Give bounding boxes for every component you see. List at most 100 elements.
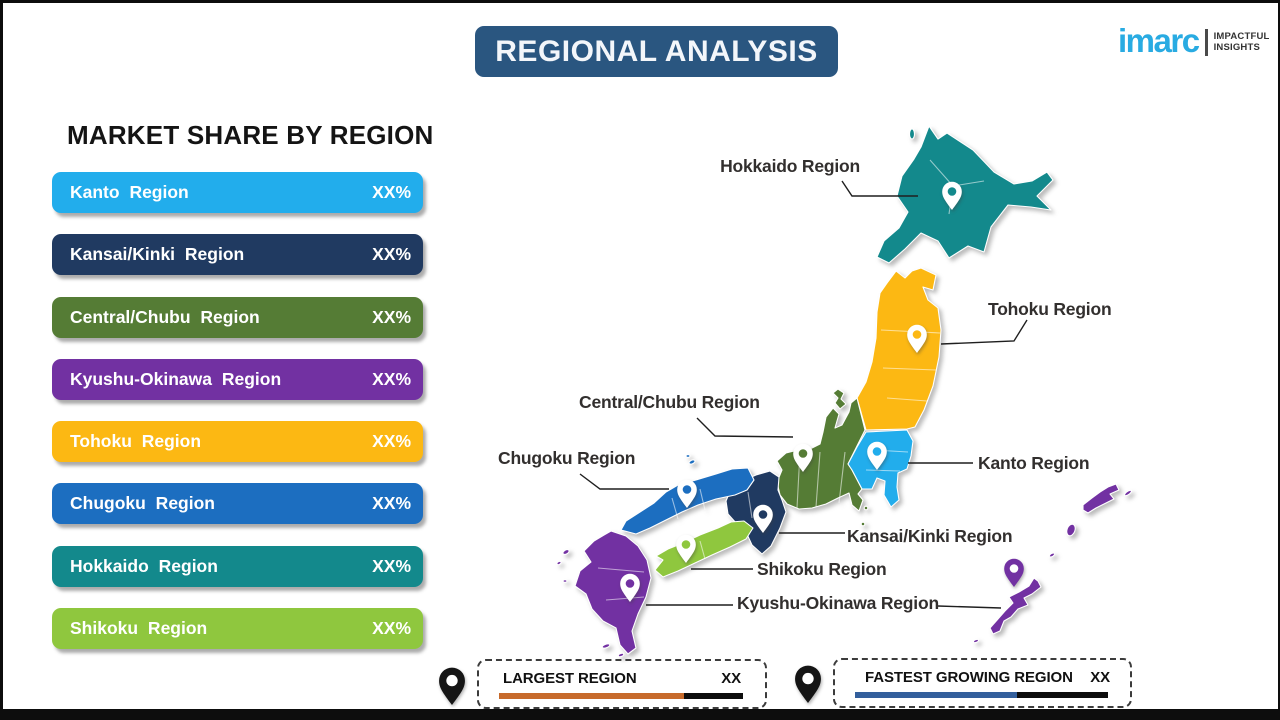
leader-line-kyushu-right — [937, 605, 1002, 609]
bar-value: XX% — [372, 493, 411, 514]
islet-iki — [556, 560, 562, 566]
map-pin-kyushu — [620, 573, 640, 602]
legend-largest-value: XX — [721, 670, 741, 687]
bar-value: XX% — [372, 182, 411, 202]
map-label-chugoku: Chugoku Region — [498, 448, 636, 468]
islet-amami-ne — [1124, 489, 1132, 497]
logo-tagline: IMPACTFUL INSIGHTS — [1213, 30, 1270, 54]
market-share-bar-chugoku: Chugoku Region XX% — [52, 483, 423, 525]
islet-oki-1 — [685, 454, 691, 458]
bar-value: XX% — [372, 306, 411, 327]
logo-divider — [1204, 29, 1208, 56]
logo-tagline-line1: IMPACTFUL — [1213, 30, 1270, 42]
legend-card-largest: LARGEST REGION XX — [477, 659, 767, 709]
imarc-wordmark: imarc — [1118, 22, 1200, 59]
map-pin-shikoku — [676, 534, 696, 563]
map-region-chubu — [776, 397, 866, 512]
map-label-chubu: Central/Chubu Region — [579, 392, 760, 412]
map-region-shikoku — [654, 520, 754, 578]
bar-label: Hokkaido Region — [70, 555, 218, 576]
legend-fastest-bar — [855, 692, 1108, 698]
bar-value: XX% — [372, 555, 411, 576]
logo-tagline-line2: INSIGHTS — [1213, 41, 1261, 53]
bar-value: XX% — [372, 431, 411, 452]
islet-yakushima — [617, 652, 625, 658]
map-label-hokkaido: Hokkaido Region — [720, 156, 860, 176]
map-pin-kansai — [753, 504, 773, 533]
map-pin-okinawa — [1004, 558, 1024, 587]
imarc-logo: imarc IMPACTFUL INSIGHTS — [1118, 24, 1270, 57]
bar-label: Kyushu-Okinawa Region — [70, 368, 282, 389]
map-label-kyushu: Kyushu-Okinawa Region — [737, 593, 939, 613]
map-pin-kanto — [867, 441, 887, 470]
islet-amami — [1082, 483, 1120, 514]
map-region-kyushu — [574, 530, 652, 655]
islet-tanegashima — [601, 643, 611, 649]
islet-okinawa-main — [989, 577, 1042, 635]
leader-line-tohoku — [940, 319, 1028, 345]
map-pin-chugoku — [677, 479, 697, 508]
legend-fastest-value: XX — [1090, 669, 1110, 686]
map-label-kanto: Kanto Region — [978, 453, 1090, 473]
islet-goto — [562, 579, 568, 583]
legend-fastest-bar-fill — [855, 692, 1017, 698]
leader-line-chubu — [696, 417, 794, 438]
islet-tsushima — [562, 549, 570, 555]
bar-label: Kanto Region — [70, 182, 189, 202]
map-label-kansai: Kansai/Kinki Region — [847, 526, 1013, 546]
leader-line-hokkaido — [841, 180, 918, 197]
map-pin-tohoku — [907, 324, 927, 353]
map-label-shikoku: Shikoku Region — [757, 559, 887, 579]
map-pin-chubu — [793, 443, 813, 472]
market-share-bar-chubu: Central/Chubu Region XX% — [52, 296, 423, 338]
bar-label: Kansai/Kinki Region — [70, 244, 245, 265]
islet-okinoerabu — [1048, 552, 1056, 558]
japan-islands — [556, 125, 1132, 658]
frame-left — [0, 0, 3, 720]
bar-label: Central/Chubu Region — [70, 306, 260, 327]
bar-label: Chugoku Region — [70, 493, 215, 514]
legend-fastest-label: FASTEST GROWING REGION — [865, 669, 1073, 686]
map-pin-hokkaido — [942, 181, 962, 210]
legend-largest-bar-fill — [499, 693, 685, 699]
islet-tokunoshima — [1066, 523, 1076, 537]
bar-label: Tohoku Region — [70, 431, 202, 452]
market-share-bar-hokkaido: Hokkaido Region XX% — [52, 545, 423, 587]
bar-value: XX% — [372, 368, 411, 389]
market-share-bar-tohoku: Tohoku Region XX% — [52, 421, 423, 463]
islet-izu-1 — [863, 505, 869, 511]
map-pins — [439, 181, 1024, 705]
legend-largest-label: LARGEST REGION — [503, 670, 637, 687]
leader-line-chugoku — [579, 473, 669, 490]
market-share-heading: MARKET SHARE BY REGION — [67, 120, 434, 150]
leader-lines — [579, 180, 1028, 609]
map-region-hokkaido — [876, 125, 1054, 264]
legend-pin-largest-icon — [439, 667, 465, 705]
bar-value: XX% — [372, 618, 411, 639]
market-share-bar-kansai: Kansai/Kinki Region XX% — [52, 234, 423, 276]
legend-largest-bar — [499, 693, 743, 699]
islet-izu-2 — [860, 521, 866, 527]
frame-top — [0, 0, 1280, 3]
bar-label: Shikoku Region — [70, 618, 208, 639]
market-share-bar-shikoku: Shikoku Region XX% — [52, 608, 423, 650]
islet-kerama — [972, 638, 980, 644]
legend-row: FASTEST GROWING REGION XX — [835, 660, 1130, 686]
legend-pin-fastest-icon — [795, 665, 821, 703]
legend-card-fastest: FASTEST GROWING REGION XX — [833, 658, 1132, 708]
frame-bottom — [0, 709, 1280, 720]
islet-rishiri — [908, 128, 916, 140]
islet-oki-2 — [688, 459, 696, 465]
map-label-tohoku: Tohoku Region — [988, 299, 1112, 319]
bar-value: XX% — [372, 244, 411, 265]
map-region-tohoku — [856, 267, 942, 431]
legend-row: LARGEST REGION XX — [479, 661, 765, 687]
market-share-bar-kanto: Kanto Region XX% — [52, 172, 423, 213]
market-share-bar-kyushu: Kyushu-Okinawa Region XX% — [52, 358, 423, 400]
market-share-list: Kanto Region XX% Kansai/Kinki Region XX%… — [52, 172, 423, 650]
map-region-kanto — [847, 429, 914, 508]
islet-sado — [832, 388, 847, 410]
page-title: REGIONAL ANALYSIS — [475, 26, 838, 77]
